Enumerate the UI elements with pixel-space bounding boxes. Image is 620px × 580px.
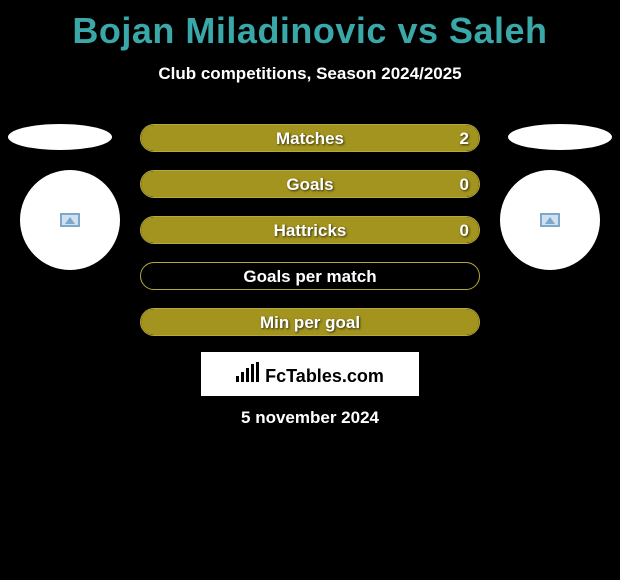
stats-bars: Matches 2 Goals 0 Hattricks 0 Goals per … xyxy=(140,124,480,354)
player-left-ellipse xyxy=(8,124,112,150)
bar-value: 2 xyxy=(460,125,469,151)
footer-date: 5 november 2024 xyxy=(0,408,620,428)
fctables-logo: FcTables.com xyxy=(201,352,419,396)
bar-row: Hattricks 0 xyxy=(140,216,480,244)
logo-text: FcTables.com xyxy=(265,366,384,387)
player-right-avatar xyxy=(500,170,600,270)
page-subtitle: Club competitions, Season 2024/2025 xyxy=(0,64,620,84)
bar-label: Hattricks xyxy=(141,217,479,243)
bar-row: Min per goal xyxy=(140,308,480,336)
bar-label: Matches xyxy=(141,125,479,151)
bar-value: 0 xyxy=(460,217,469,243)
bar-row: Matches 2 xyxy=(140,124,480,152)
player-right-ellipse xyxy=(508,124,612,150)
bar-row: Goals 0 xyxy=(140,170,480,198)
page-title: Bojan Miladinovic vs Saleh xyxy=(0,0,620,52)
logo-chart-icon xyxy=(236,362,259,382)
bar-label: Goals per match xyxy=(141,263,479,289)
image-placeholder-icon xyxy=(60,213,80,227)
bar-value: 0 xyxy=(460,171,469,197)
bar-label: Goals xyxy=(141,171,479,197)
image-placeholder-icon xyxy=(540,213,560,227)
bar-row: Goals per match xyxy=(140,262,480,290)
bar-label: Min per goal xyxy=(141,309,479,335)
player-left-avatar xyxy=(20,170,120,270)
